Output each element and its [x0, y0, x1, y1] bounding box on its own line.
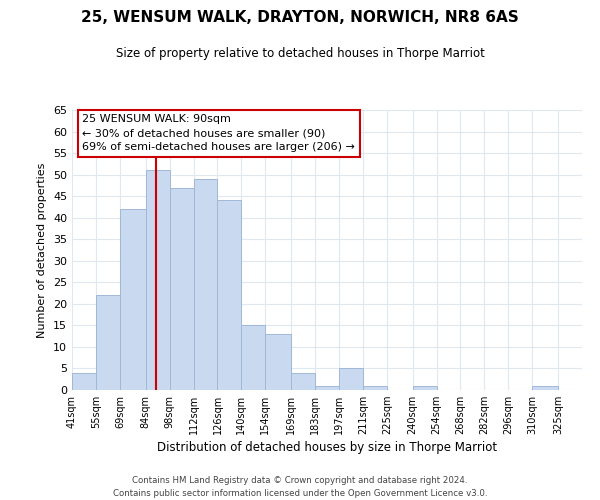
Bar — [265, 334, 291, 390]
Y-axis label: Number of detached properties: Number of detached properties — [37, 162, 47, 338]
Bar — [170, 188, 194, 390]
Bar — [72, 373, 96, 390]
Text: Contains HM Land Registry data © Crown copyright and database right 2024.
Contai: Contains HM Land Registry data © Crown c… — [113, 476, 487, 498]
Bar — [241, 326, 265, 390]
Bar — [315, 386, 339, 390]
Bar — [96, 295, 120, 390]
Bar — [120, 209, 146, 390]
X-axis label: Distribution of detached houses by size in Thorpe Marriot: Distribution of detached houses by size … — [157, 442, 497, 454]
Bar — [413, 386, 437, 390]
Bar — [363, 386, 387, 390]
Text: 25, WENSUM WALK, DRAYTON, NORWICH, NR8 6AS: 25, WENSUM WALK, DRAYTON, NORWICH, NR8 6… — [81, 10, 519, 25]
Bar — [194, 179, 217, 390]
Text: 25 WENSUM WALK: 90sqm
← 30% of detached houses are smaller (90)
69% of semi-deta: 25 WENSUM WALK: 90sqm ← 30% of detached … — [82, 114, 355, 152]
Bar — [146, 170, 170, 390]
Bar — [291, 373, 315, 390]
Bar — [532, 386, 558, 390]
Text: Size of property relative to detached houses in Thorpe Marriot: Size of property relative to detached ho… — [116, 48, 484, 60]
Bar — [217, 200, 241, 390]
Bar — [339, 368, 363, 390]
